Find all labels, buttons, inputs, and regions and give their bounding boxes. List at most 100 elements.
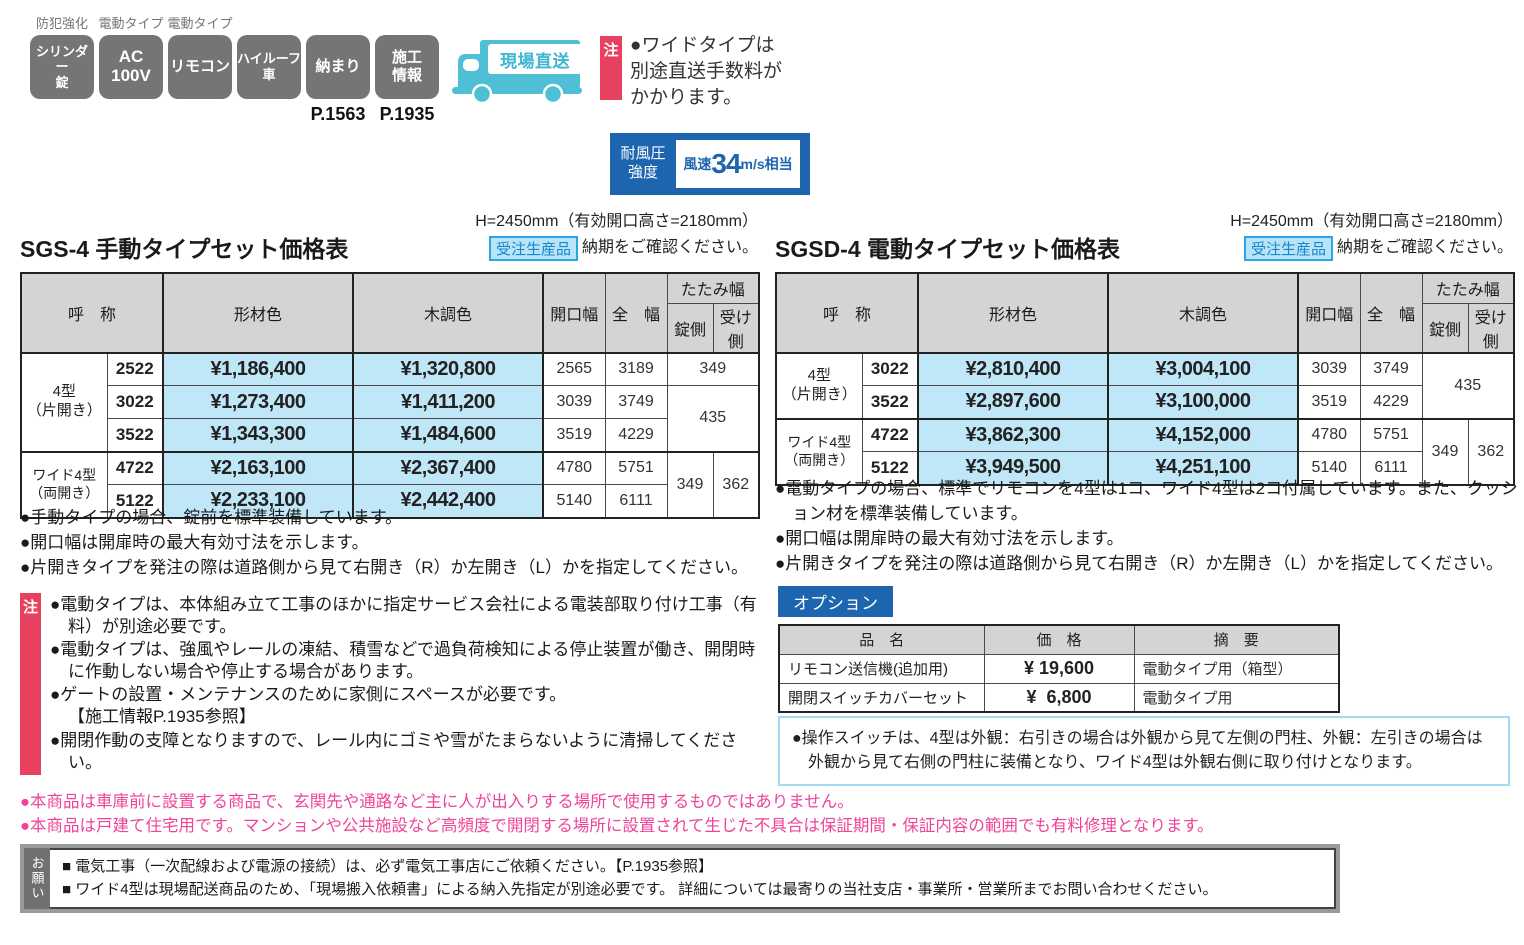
fold-receive-cell: 362 <box>712 450 760 518</box>
size-cell: 3022 <box>861 351 919 386</box>
fold-receive-cell: 362 <box>1467 417 1515 485</box>
note-item: ●電動タイプの場合、標準でリモコンを4型は1コ、ワイド4型は2コ付属しています。… <box>775 479 1518 523</box>
col-header-material-color: 形材色 <box>917 272 1109 353</box>
fold-width-cell: 435 <box>666 385 760 452</box>
wide-type-note: ●ワイドタイプは 別途直送手数料が かかります。 <box>630 35 783 109</box>
option-col-name: 品 名 <box>778 624 985 655</box>
col-header-opening-width: 開口幅 <box>542 272 606 353</box>
request-item: ■ 電気工事（一次配線および電源の接続）は、必ず電気工事店にご依頼ください。【P… <box>62 858 714 875</box>
order-note: 納期をご確認ください。 <box>1336 239 1513 256</box>
option-header-row: 品 名 価 格 摘 要 <box>778 624 1340 655</box>
material-price-cell: ¥1,186,400 <box>162 351 354 386</box>
sgsd4-price-table: 呼 称 形材色 木調色 開口幅 全 幅 たたみ幅 錠側 受け側 4型 （片開き）… <box>775 272 1516 486</box>
wood-price-cell: ¥1,484,600 <box>352 418 544 452</box>
highroof-car-icon: ハイルーフ 車 <box>237 35 301 99</box>
right-table-notes: ●電動タイプの場合、標準でリモコンを4型は1コ、ワイド4型は2コ付属しています。… <box>775 477 1520 577</box>
total-width-cell: 4229 <box>604 418 668 452</box>
option-name-cell: リモコン送信機(追加用) <box>778 653 985 684</box>
wood-price-cell: ¥4,152,000 <box>1107 417 1299 452</box>
left-table-title: SGS-4 手動タイプセット価格表 <box>20 236 349 262</box>
feature-badge-remote: 電動タイプ リモコン <box>168 13 233 125</box>
pink-note: ●本商品は車庫前に設置する商品で、玄関先や通路など主に人が出入りする場所で使用す… <box>20 793 854 811</box>
table-row: 5122 ¥3,949,500 ¥4,251,100 5140 6111 <box>776 451 1514 485</box>
page-ref-1935: P.1935 <box>379 104 435 124</box>
col-header-wood-color: 木調色 <box>352 272 544 353</box>
table-row: 3522 ¥2,897,600 ¥3,100,000 3519 4229 <box>776 385 1514 419</box>
wood-price-cell: ¥1,320,800 <box>352 351 544 386</box>
opening-width-cell: 5140 <box>542 484 606 518</box>
sgs4-price-table: 呼 称 形材色 木調色 開口幅 全 幅 たたみ幅 錠側 受け側 4型 （片開き）… <box>20 272 761 519</box>
wood-price-cell: ¥1,411,200 <box>352 385 544 419</box>
option-row: リモコン送信機(追加用) ¥ 19,600 電動タイプ用（箱型） <box>778 653 1340 684</box>
direct-delivery-label: 現場直送 <box>488 44 582 74</box>
fold-width-cell: 435 <box>1421 351 1515 419</box>
request-box: お願い ■ 電気工事（一次配線および電源の接続）は、必ず電気工事店にご依頼くださ… <box>20 844 1340 913</box>
size-cell: 3022 <box>106 385 164 419</box>
switch-note: ●操作スイッチは、4型は外観：右引きの場合は外観から見て左側の門柱、外観：左引き… <box>792 730 1483 771</box>
left-height-note: H=2450mm（有効開口高さ=2180mm） <box>475 213 758 230</box>
opening-width-cell: 4780 <box>1297 417 1361 452</box>
note-item: ●片開きタイプを発注の際は道路側から見て右開き（R）か左開き（L）かを指定してく… <box>20 557 748 577</box>
material-price-cell: ¥1,343,300 <box>162 418 354 452</box>
total-width-cell: 3749 <box>1359 351 1423 386</box>
badge-top-label: 電動タイプ <box>98 16 164 31</box>
badge-top-label: 防犯強化 <box>35 16 88 31</box>
option-desc-cell: 電動タイプ用 <box>1133 682 1340 713</box>
opening-width-cell: 3519 <box>542 418 606 452</box>
group-cell: ワイド4型 （両開き） <box>20 450 108 518</box>
note-item: ●手動タイプの場合、錠前を標準装備しています。 <box>20 508 403 527</box>
bottom-pink-notes: ●本商品は車庫前に設置する商品で、玄関先や通路など主に人が出入りする場所で使用す… <box>20 791 1214 839</box>
col-header-fold-width: たたみ幅 <box>666 272 760 304</box>
ac100v-icon: AC 100V <box>99 35 163 99</box>
size-cell: 3522 <box>106 418 164 452</box>
wind-speed-value-box: 風速 34 m/s相当 <box>676 140 800 188</box>
right-height-note: H=2450mm（有効開口高さ=2180mm） <box>1230 213 1513 230</box>
made-to-order-badge: 受注生産品 <box>488 236 578 261</box>
col-header-receive-side: 受け側 <box>1467 302 1515 353</box>
wood-price-cell: ¥2,367,400 <box>352 450 544 485</box>
total-width-cell: 6111 <box>1359 451 1423 485</box>
opening-width-cell: 5140 <box>1297 451 1361 485</box>
total-width-cell: 6111 <box>604 484 668 518</box>
fold-lock-cell: 349 <box>1421 417 1469 485</box>
wood-price-cell: ¥2,442,400 <box>352 484 544 518</box>
feature-badges: 防犯強化 シリンダー 錠 電動タイプ AC 100V 電動タイプ リモコン ハイ… <box>30 13 439 125</box>
opening-width-cell: 2565 <box>542 351 606 386</box>
request-item: ■ ワイド4型は現場配送商品のため、「現場搬入依頼書」による納入先指定が別途必要… <box>62 881 1218 899</box>
fold-lock-cell: 349 <box>666 450 714 518</box>
pink-note: ●本商品は戸建て住宅用です。マンションや公共施設など高頻度で開閉する場所に設置さ… <box>20 816 1214 835</box>
cylinder-lock-icon: シリンダー 錠 <box>30 35 94 99</box>
col-header-opening-width: 開口幅 <box>1297 272 1361 353</box>
opening-width-cell: 3519 <box>1297 385 1361 419</box>
option-section-badge: オプション <box>778 586 893 617</box>
table-row: ワイド4型 （両開き） 4722 ¥2,163,100 ¥2,367,400 4… <box>20 450 760 518</box>
caution-item: ●開閉作動の支障となりますので、レール内にゴミや雪がたまらないように清掃してくだ… <box>50 730 738 772</box>
construction-info-icon: 施工 情報 <box>375 35 439 99</box>
feature-badge-cylinder-lock: 防犯強化 シリンダー 錠 <box>30 13 94 125</box>
request-label: お願い <box>24 848 50 909</box>
wind-speed-suffix: m/s相当 <box>740 156 793 172</box>
note-item: ●片開きタイプを発注の際は道路側から見て右開き（R）か左開き（L）かを指定してく… <box>775 553 1503 573</box>
total-width-cell: 3189 <box>604 351 668 386</box>
table-row: ワイド4型 （両開き） 4722 ¥3,862,300 ¥4,152,000 4… <box>775 417 1515 485</box>
feature-badge-construction: 施工 情報 P.1935 <box>375 13 439 125</box>
group-cell: 4型 （片開き） <box>775 351 863 419</box>
fold-width-cell: 349 <box>666 351 760 386</box>
option-price-cell: ¥ 19,600 <box>983 653 1135 684</box>
size-cell: 5122 <box>861 451 919 485</box>
direct-delivery-mark: 現場直送 <box>450 32 585 106</box>
col-header-name: 呼 称 <box>20 272 164 353</box>
wood-price-cell: ¥4,251,100 <box>1107 451 1299 485</box>
table-row: 4型 （片開き） 2522 ¥1,186,400 ¥1,320,800 2565… <box>20 351 760 452</box>
material-price-cell: ¥1,273,400 <box>162 385 354 419</box>
total-width-cell: 5751 <box>1359 417 1423 452</box>
table-row: 4型 （片開き） 3022 ¥2,810,400 ¥3,004,100 3039… <box>775 351 1515 419</box>
col-header-fold-width: たたみ幅 <box>1421 272 1515 304</box>
note-mark-badge: 注 <box>600 36 622 100</box>
wind-pressure-label: 耐風圧 強度 <box>620 145 666 181</box>
made-to-order-badge: 受注生産品 <box>1243 236 1333 261</box>
table-row: 3022 ¥1,273,400 ¥1,411,200 3039 3749 435 <box>21 385 760 452</box>
feature-badge-highroof: ハイルーフ 車 <box>237 13 301 125</box>
caution-notes: ●電動タイプは、本体組み立て工事のほかに指定サービス会社による電装部取り付け工事… <box>50 594 762 775</box>
material-price-cell: ¥2,233,100 <box>162 484 354 518</box>
